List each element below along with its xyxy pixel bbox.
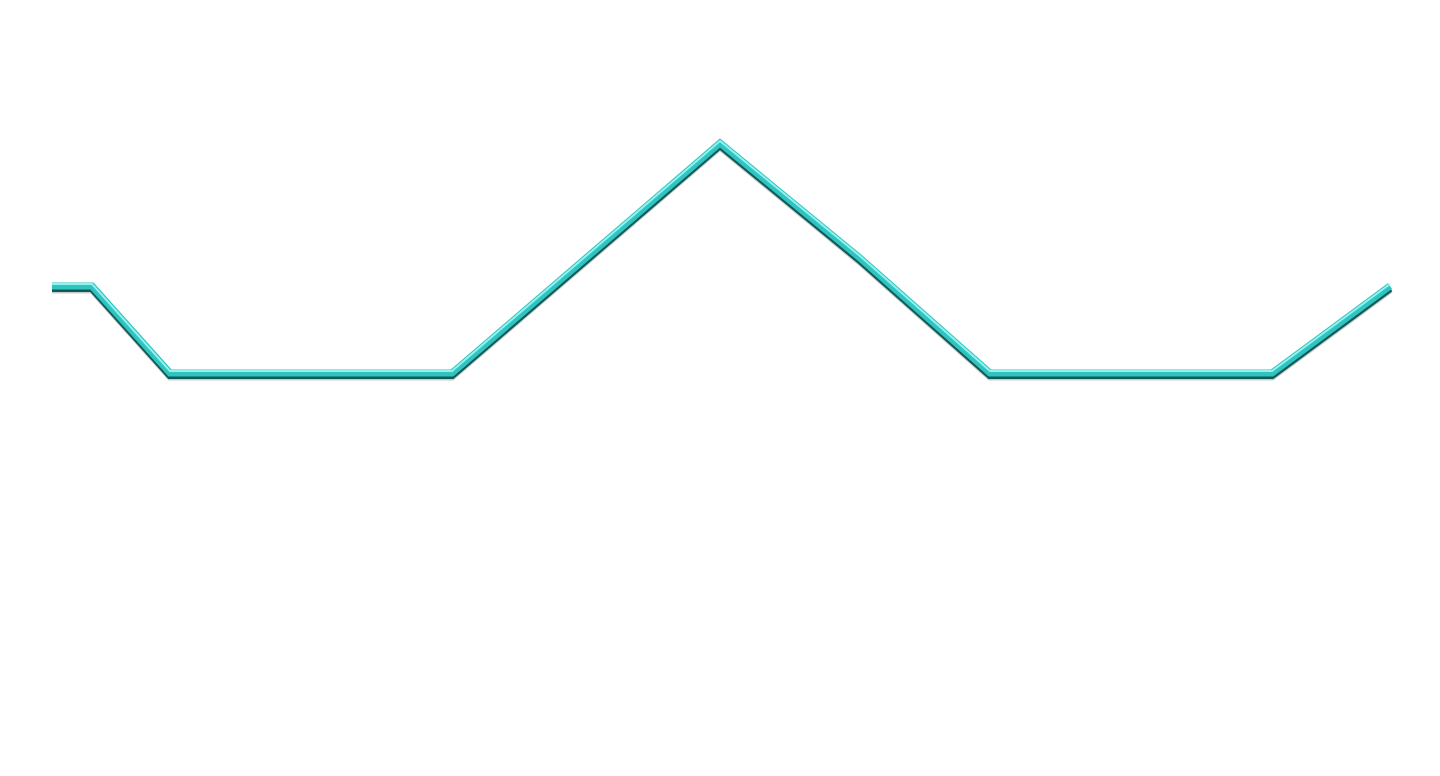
series-line-highlight — [52, 139, 1391, 372]
series-line-shadow — [52, 142, 1393, 381]
series-layer — [52, 138, 1393, 381]
series-line — [52, 138, 1393, 377]
series-line-dark — [52, 139, 1393, 379]
